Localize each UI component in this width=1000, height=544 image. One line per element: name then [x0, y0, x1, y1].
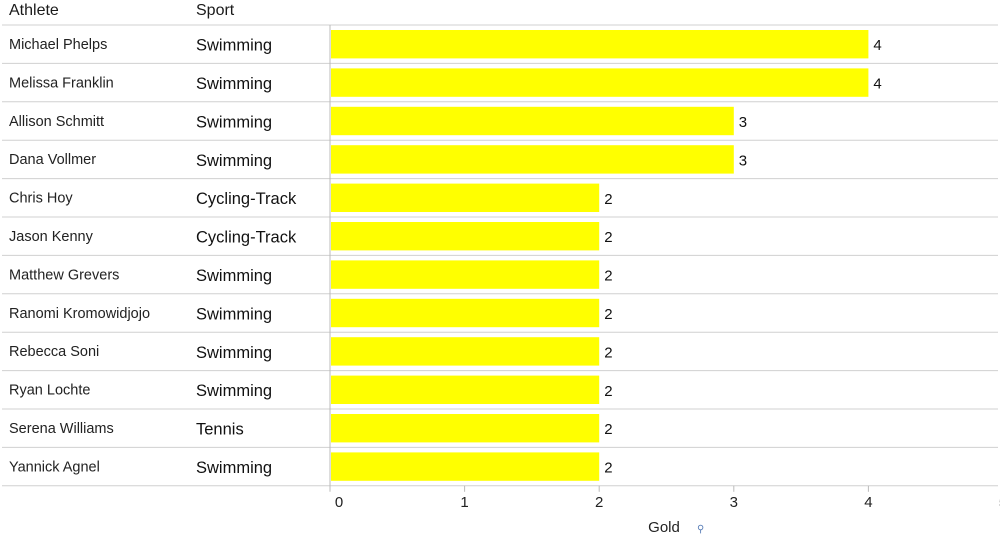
bar[interactable] — [331, 30, 869, 59]
bar[interactable] — [331, 375, 600, 404]
athlete-label: Serena Williams — [9, 421, 114, 437]
bar[interactable] — [331, 298, 600, 328]
sport-label: Swimming — [196, 382, 272, 400]
x-tick-label: 4 — [864, 494, 872, 511]
x-axis-title: Gold — [648, 519, 680, 536]
x-tick-label: 5 — [999, 494, 1000, 511]
athlete-label: Ryan Lochte — [9, 383, 90, 399]
athlete-column-header: Athlete — [9, 2, 59, 19]
bar-value-label: 2 — [604, 268, 612, 285]
bar-value-label: 3 — [739, 114, 747, 131]
bar[interactable] — [331, 183, 600, 212]
x-tick-label: 1 — [460, 494, 468, 511]
bar[interactable] — [331, 222, 600, 251]
x-tick-label: 2 — [595, 494, 603, 511]
bar[interactable] — [331, 452, 600, 481]
sport-label: Swimming — [196, 305, 272, 323]
bar-value-label: 4 — [873, 37, 881, 54]
bar[interactable] — [331, 337, 600, 366]
bar[interactable] — [331, 414, 600, 443]
athlete-label: Ranomi Kromowidjojo — [9, 306, 150, 322]
athlete-label: Chris Hoy — [9, 191, 73, 207]
bar[interactable] — [331, 68, 869, 97]
x-tick-label: 3 — [730, 494, 738, 511]
pin-icon[interactable]: ⚲ — [697, 524, 704, 535]
athlete-label: Dana Vollmer — [9, 152, 96, 168]
bar-value-label: 2 — [604, 229, 612, 246]
sport-label: Cycling-Track — [196, 229, 297, 247]
bar[interactable] — [331, 106, 734, 136]
athlete-label: Yannick Agnel — [9, 459, 100, 475]
sport-label: Swimming — [196, 37, 272, 55]
x-tick-label: 0 — [335, 494, 343, 511]
athlete-label: Allison Schmitt — [9, 114, 104, 130]
sport-label: Swimming — [196, 267, 272, 285]
sport-label: Swimming — [196, 459, 272, 477]
bar-value-label: 2 — [604, 191, 612, 208]
bar-value-label: 2 — [604, 383, 612, 400]
sport-label: Swimming — [196, 152, 272, 170]
bar-value-label: 2 — [604, 306, 612, 323]
sport-label: Swimming — [196, 344, 272, 362]
bar-value-label: 2 — [604, 460, 612, 477]
bar-value-label: 2 — [604, 421, 612, 438]
bar-value-label: 3 — [739, 152, 747, 169]
sport-label: Swimming — [196, 75, 272, 93]
sport-label: Cycling-Track — [196, 190, 297, 208]
bar-value-label: 4 — [873, 76, 881, 93]
athlete-label: Jason Kenny — [9, 229, 94, 245]
athlete-label: Melissa Franklin — [9, 75, 114, 91]
bar[interactable] — [331, 145, 734, 174]
sport-label: Tennis — [196, 421, 244, 439]
bar-value-label: 2 — [604, 344, 612, 361]
bar[interactable] — [331, 260, 600, 289]
athlete-label: Matthew Grevers — [9, 267, 119, 283]
sport-column-header: Sport — [196, 2, 235, 19]
athlete-label: Michael Phelps — [9, 37, 107, 53]
athlete-label: Rebecca Soni — [9, 344, 99, 360]
sport-label: Swimming — [196, 113, 272, 131]
